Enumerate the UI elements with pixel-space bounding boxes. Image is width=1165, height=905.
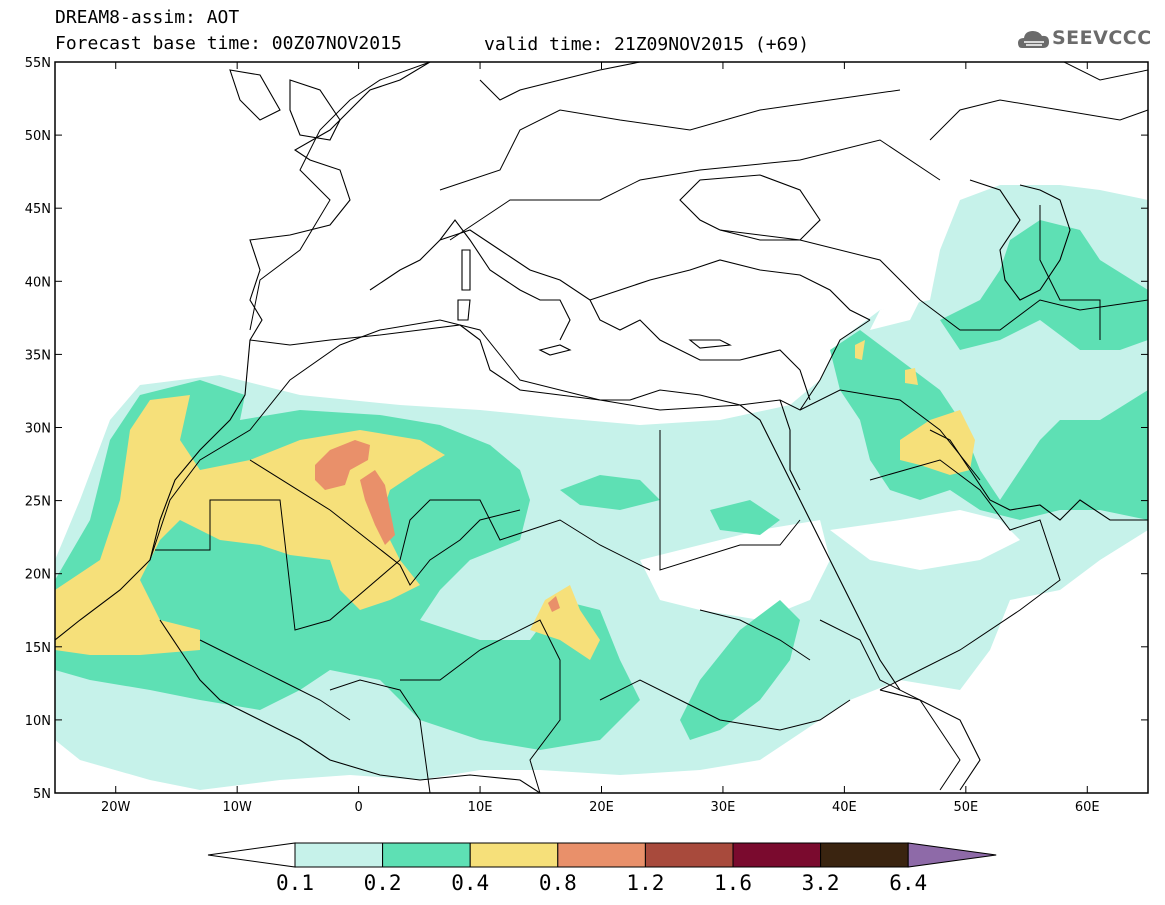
lon-label: 60E	[1075, 800, 1100, 815]
colorbar-label: 0.8	[539, 871, 577, 895]
colorbar-cell	[820, 842, 909, 868]
colorbar-cell	[732, 842, 822, 868]
lon-label: 30E	[711, 800, 736, 815]
latitude-axis: 55N 50N 45N 40N 35N 30N 25N 20N 15N 10N 5N	[25, 56, 1148, 802]
lon-label: 40E	[832, 800, 857, 815]
lon-label: 20W	[101, 800, 131, 815]
colorbar-cell	[557, 842, 646, 868]
lat-label: 15N	[25, 641, 51, 656]
colorbar-label: 1.6	[714, 871, 752, 895]
aot-band-0-4	[905, 368, 918, 385]
lat-label: 45N	[25, 202, 51, 217]
colorbar-label: 0.4	[451, 871, 489, 895]
country-borders	[149, 62, 1148, 793]
forecast-base-time: Forecast base time: 00Z07NOV2015	[55, 33, 402, 54]
colorbar-under-arrow	[207, 842, 296, 868]
colorbar-cell	[644, 842, 734, 868]
aot-band-0-4	[900, 410, 975, 475]
cloud-icon	[1018, 31, 1049, 48]
aot-band-0-4	[530, 585, 600, 660]
aot-clear-area	[870, 300, 920, 330]
colorbar-cell	[469, 842, 559, 868]
colorbar-label: 0.1	[276, 871, 314, 895]
colorbar-label: 6.4	[889, 871, 927, 895]
aot-band-0-4	[855, 340, 865, 360]
colorbar-cell	[382, 842, 471, 868]
lon-label: 50E	[953, 800, 978, 815]
lat-label: 55N	[25, 56, 51, 71]
aot-band-0-2	[940, 220, 1148, 350]
aot-band-0-2	[710, 500, 780, 535]
aot-clear-area	[830, 510, 1020, 570]
colorbar-cell	[294, 842, 384, 868]
lat-label: 20N	[25, 568, 51, 583]
lon-label: 0	[354, 800, 362, 815]
lat-label: 40N	[25, 275, 51, 290]
lon-label: 10W	[222, 800, 252, 815]
lat-label: 5N	[33, 787, 51, 802]
lat-label: 35N	[25, 348, 51, 363]
colorbar-label: 1.2	[626, 871, 664, 895]
longitude-axis: 20W 10W 0 10E 20E 30E 40E 50E 60E	[101, 62, 1100, 815]
lat-label: 10N	[25, 714, 51, 729]
aot-band-0-8	[360, 470, 395, 545]
colorbar-label: 0.2	[364, 871, 402, 895]
chart-title: DREAM8-assim: AOT	[55, 7, 240, 28]
lon-label: 10E	[468, 800, 493, 815]
lat-label: 30N	[25, 422, 51, 437]
lat-label: 50N	[25, 129, 51, 144]
coastlines	[55, 62, 1148, 793]
aot-band-0-8	[315, 440, 370, 490]
aot-band-0-8	[548, 596, 560, 612]
valid-time: valid time: 21Z09NOV2015 (+69)	[484, 34, 810, 55]
aot-contours	[55, 185, 1148, 790]
colorbar-label: 3.2	[802, 871, 840, 895]
lon-label: 20E	[589, 800, 614, 815]
seevccc-logo: SEEVCCC	[1052, 27, 1152, 49]
aot-band-0-2	[560, 475, 660, 510]
colorbar-over-arrow	[907, 842, 997, 868]
aot-clear-area	[640, 520, 830, 620]
lat-label: 25N	[25, 495, 51, 510]
